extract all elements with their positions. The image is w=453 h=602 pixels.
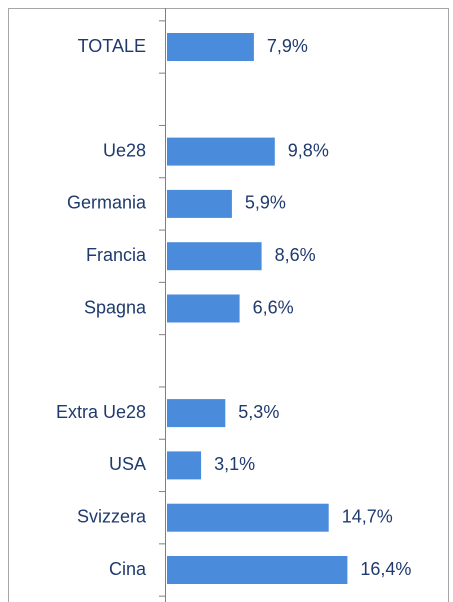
y-tick-label: Germania: [67, 193, 147, 213]
bar: [167, 33, 254, 61]
bar: [167, 503, 329, 532]
y-tick-label: Cina: [109, 559, 147, 579]
data-label: 14,7%: [342, 506, 393, 526]
data-label: 9,8%: [288, 140, 329, 160]
chart-border: [8, 8, 449, 602]
data-label: 7,9%: [267, 36, 308, 56]
y-tick-label: USA: [109, 454, 146, 474]
bar: [167, 294, 240, 323]
y-tick-label: Spagna: [84, 297, 147, 317]
data-label: 8,6%: [275, 245, 316, 265]
y-tick-label: Francia: [86, 245, 147, 265]
data-label: 3,1%: [214, 454, 255, 474]
bar: [167, 242, 262, 271]
bar: [167, 556, 348, 584]
bar: [167, 189, 232, 218]
y-tick-label: Svizzera: [77, 506, 147, 526]
bar: [167, 137, 275, 166]
y-tick-label: Extra Ue28: [56, 402, 146, 422]
bar: [167, 399, 226, 428]
data-label: 16,4%: [360, 559, 411, 579]
bar: [167, 451, 202, 480]
data-label: 6,6%: [253, 297, 294, 317]
y-tick-label: TOTALE: [78, 36, 146, 56]
data-label: 5,3%: [238, 402, 279, 422]
y-tick-label: Ue28: [103, 140, 146, 160]
data-label: 5,9%: [245, 193, 286, 213]
